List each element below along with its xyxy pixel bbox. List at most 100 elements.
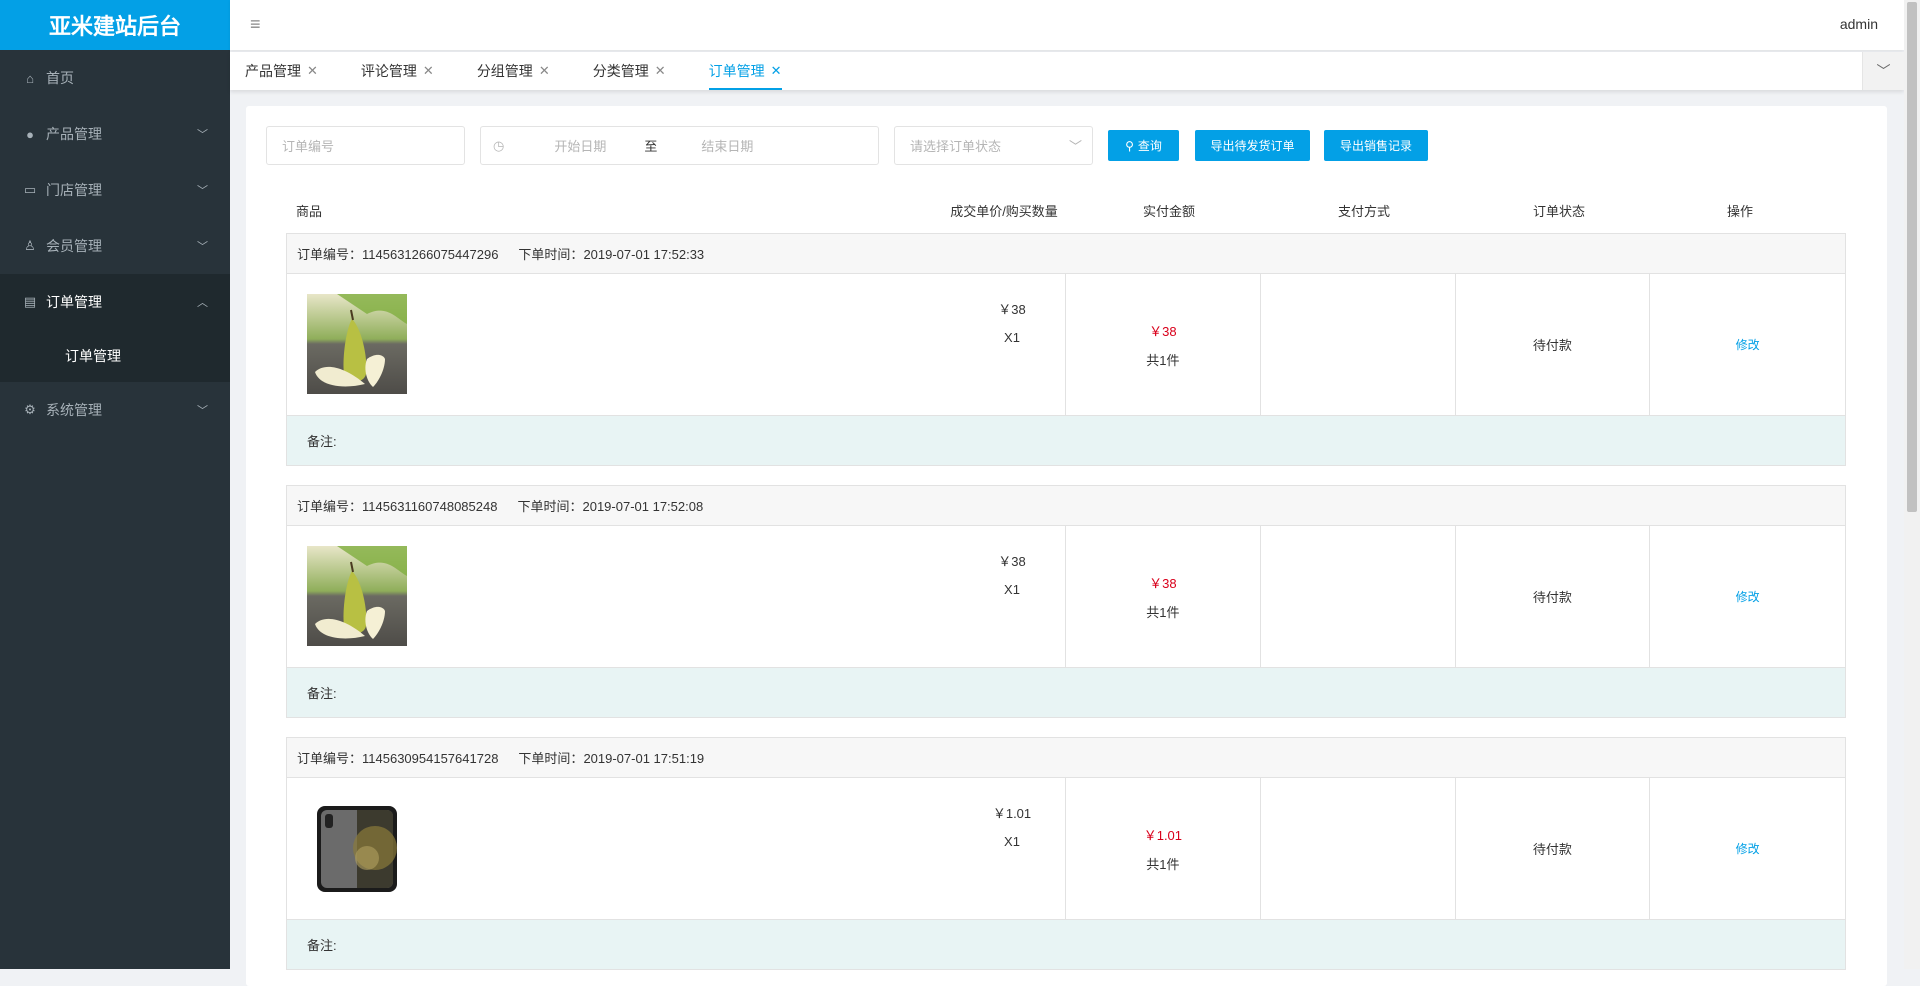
- top-header: ≡ admin: [230, 0, 1904, 50]
- chevron-down-icon: ﹀: [197, 185, 208, 197]
- action-cell: 修改: [1650, 778, 1845, 919]
- column-header: 订单状态: [1532, 204, 1586, 219]
- sidebar-item-stores[interactable]: ▭ 门店管理 ﹀: [0, 162, 230, 218]
- start-date-input[interactable]: 开始日期: [554, 139, 607, 154]
- column-header: 商品: [296, 204, 323, 219]
- order-status-cell: 待付款: [1456, 778, 1651, 919]
- paid-amount: ￥38: [1149, 575, 1177, 591]
- column-header: 实付金额: [1142, 204, 1196, 219]
- sidebar-item-label: 会员管理: [46, 238, 102, 254]
- column-header: 成交单价/购买数量: [950, 204, 1058, 219]
- edit-link[interactable]: 修改: [1735, 338, 1760, 352]
- close-icon[interactable]: ✕: [654, 63, 666, 78]
- tab-products[interactable]: 产品管理 ✕: [230, 52, 330, 90]
- button-label: 查询: [1137, 139, 1162, 153]
- table-header: 商品 成交单价/购买数量 实付金额 支付方式 订单状态 操作: [246, 201, 1887, 223]
- unit-price-quantity: ￥1.01 X1: [987, 800, 1037, 856]
- edit-link[interactable]: 修改: [1735, 590, 1760, 604]
- order-remark: 备注:: [287, 415, 1845, 465]
- sidebar-group-orders: ▤ 订单管理 ︿ 订单管理: [0, 274, 230, 382]
- tab-comments[interactable]: 评论管理 ✕: [346, 52, 446, 90]
- member-icon: ♙: [24, 238, 36, 253]
- tab-label: 评论管理: [360, 63, 417, 79]
- tab-bar: 产品管理 ✕ 评论管理 ✕ 分组管理 ✕ 分类管理 ✕ 订单管理 ✕ ﹀: [230, 52, 1904, 90]
- payment-method-cell: [1261, 526, 1456, 667]
- tab-orders[interactable]: 订单管理 ✕: [694, 52, 794, 90]
- product-cell: ￥38 X1: [287, 274, 1066, 415]
- gear-icon: ⚙: [24, 402, 36, 417]
- tab-categories[interactable]: 分类管理 ✕: [578, 52, 678, 90]
- order-status-select[interactable]: 请选择订单状态 ﹀: [894, 126, 1093, 165]
- order-remark: 备注:: [287, 667, 1845, 717]
- order-status-cell: 待付款: [1456, 526, 1651, 667]
- sidebar-item-products[interactable]: ● 产品管理 ﹀: [0, 106, 230, 162]
- store-icon: ▭: [23, 182, 37, 197]
- quantity: X1: [1004, 582, 1020, 597]
- close-icon[interactable]: ✕: [770, 63, 782, 78]
- paid-amount-cell: ￥38 共1件: [1066, 274, 1261, 415]
- scrollbar-thumb[interactable]: [1907, 2, 1917, 512]
- product-image-phone[interactable]: [307, 798, 407, 898]
- unit-price-quantity: ￥38 X1: [987, 296, 1037, 352]
- payment-method-cell: [1261, 778, 1456, 919]
- clock-icon: ◷: [493, 137, 505, 153]
- order-item-row: ￥38 X1 ￥38 共1件 待付款 修改: [287, 526, 1845, 667]
- close-icon[interactable]: ✕: [307, 63, 318, 78]
- order-number: 订单编号：1145630954157641728: [297, 751, 499, 766]
- order-number-input[interactable]: 订单编号: [266, 126, 465, 165]
- search-icon: ⚲: [1125, 138, 1134, 153]
- paid-amount-cell: ￥38 共1件: [1066, 526, 1261, 667]
- tab-label: 产品管理: [245, 63, 301, 79]
- product-image-pear[interactable]: [307, 546, 407, 646]
- chevron-down-icon: ﹀: [1068, 139, 1082, 154]
- export-pending-button[interactable]: 导出待发货订单: [1195, 130, 1310, 161]
- order-item-row: ￥1.01 X1 ￥1.01 共1件 待付款 修改: [287, 778, 1845, 919]
- sidebar-item-label: 门店管理: [46, 182, 102, 198]
- quantity: X1: [1004, 834, 1020, 849]
- unit-price-quantity: ￥38 X1: [987, 548, 1037, 604]
- sidebar-item-label: 订单管理: [46, 294, 102, 310]
- end-date-input[interactable]: 结束日期: [701, 139, 754, 154]
- order-time: 下单时间：2019-07-01 17:52:33: [518, 247, 705, 262]
- date-range-picker[interactable]: ◷ 开始日期 至 结束日期: [480, 126, 879, 165]
- tab-more-dropdown[interactable]: ﹀: [1862, 52, 1904, 90]
- chevron-down-icon: ﹀: [197, 241, 208, 253]
- app-logo: 亚米建站后台: [0, 0, 230, 50]
- sidebar-item-orders[interactable]: ▤ 订单管理 ︿: [0, 274, 230, 330]
- sidebar-subitem-orders[interactable]: 订单管理: [65, 348, 121, 364]
- unit-price: ￥38: [998, 554, 1026, 569]
- select-placeholder: 请选择订单状态: [910, 139, 1002, 154]
- document-icon: ▤: [23, 294, 37, 309]
- product-image-pear[interactable]: [307, 294, 407, 394]
- order-status-cell: 待付款: [1456, 274, 1651, 415]
- page-scrollbar[interactable]: [1904, 0, 1920, 969]
- chevron-down-icon: ﹀: [197, 405, 208, 417]
- order-status: 待付款: [1532, 842, 1572, 857]
- edit-link[interactable]: 修改: [1735, 842, 1760, 856]
- tab-groups[interactable]: 分组管理 ✕: [462, 52, 562, 90]
- column-header: 支付方式: [1337, 204, 1391, 219]
- close-icon[interactable]: ✕: [538, 63, 550, 78]
- unit-price: ￥38: [998, 302, 1026, 317]
- order-item-row: ￥38 X1 ￥38 共1件 待付款 修改: [287, 274, 1845, 415]
- export-sales-button[interactable]: 导出销售记录: [1324, 130, 1428, 161]
- item-count: 共1件: [1146, 604, 1180, 620]
- order-block: 订单编号：1145631266075447296 下单时间：2019-07-01…: [286, 233, 1846, 466]
- item-count: 共1件: [1146, 352, 1180, 368]
- item-count: 共1件: [1146, 856, 1180, 872]
- close-icon[interactable]: ✕: [422, 63, 434, 78]
- paid-amount: ￥38: [1149, 323, 1177, 339]
- user-menu[interactable]: admin: [1839, 16, 1878, 32]
- chevron-up-icon: ︿: [197, 297, 208, 309]
- sidebar-item-members[interactable]: ♙ 会员管理 ﹀: [0, 218, 230, 274]
- sidebar-item-system[interactable]: ⚙ 系统管理 ﹀: [0, 382, 230, 438]
- chevron-down-icon: ﹀: [197, 129, 208, 141]
- menu-toggle-icon[interactable]: ≡: [250, 14, 261, 34]
- order-status: 待付款: [1532, 338, 1572, 353]
- sidebar-item-home[interactable]: ⌂ 首页: [0, 50, 230, 106]
- query-button[interactable]: ⚲ 查询: [1108, 130, 1179, 161]
- product-cell: ￥1.01 X1: [287, 778, 1066, 919]
- range-separator: 至: [644, 139, 658, 154]
- sidebar-item-label: 首页: [46, 70, 74, 86]
- order-block: 订单编号：1145631160748085248 下单时间：2019-07-01…: [286, 485, 1846, 718]
